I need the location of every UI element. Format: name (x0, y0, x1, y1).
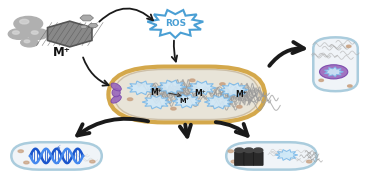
FancyBboxPatch shape (114, 69, 259, 120)
Polygon shape (204, 95, 233, 109)
Polygon shape (80, 15, 93, 21)
FancyBboxPatch shape (313, 37, 358, 91)
FancyBboxPatch shape (244, 152, 254, 166)
Polygon shape (142, 95, 171, 109)
FancyBboxPatch shape (109, 67, 265, 122)
Text: M⁺: M⁺ (180, 98, 190, 104)
Polygon shape (325, 67, 343, 77)
Circle shape (346, 45, 351, 47)
Circle shape (307, 160, 312, 163)
Text: M⁺: M⁺ (150, 88, 162, 97)
Circle shape (220, 83, 225, 85)
Polygon shape (157, 80, 186, 94)
Circle shape (231, 160, 236, 163)
Circle shape (18, 150, 23, 153)
Circle shape (31, 31, 38, 34)
Polygon shape (88, 23, 98, 28)
Circle shape (90, 160, 95, 163)
Circle shape (228, 150, 233, 153)
Text: M⁺: M⁺ (53, 46, 71, 59)
FancyBboxPatch shape (226, 142, 317, 170)
Text: ⚡: ⚡ (56, 143, 61, 152)
Polygon shape (80, 25, 87, 29)
FancyBboxPatch shape (234, 152, 244, 166)
Circle shape (127, 98, 133, 101)
Circle shape (254, 148, 263, 153)
Circle shape (8, 29, 29, 39)
FancyBboxPatch shape (11, 142, 102, 170)
Text: M⁺: M⁺ (235, 90, 247, 99)
Circle shape (24, 161, 29, 164)
Circle shape (24, 40, 30, 43)
Circle shape (20, 19, 29, 24)
FancyBboxPatch shape (253, 152, 263, 166)
Polygon shape (147, 10, 203, 38)
Circle shape (348, 85, 352, 87)
Circle shape (237, 105, 242, 108)
Circle shape (171, 107, 176, 110)
Circle shape (190, 79, 195, 82)
Polygon shape (275, 149, 298, 160)
Circle shape (319, 79, 323, 81)
Circle shape (27, 29, 48, 39)
Circle shape (244, 148, 253, 153)
Ellipse shape (112, 88, 120, 97)
Polygon shape (172, 94, 201, 108)
Circle shape (137, 83, 142, 85)
Polygon shape (187, 81, 216, 95)
Polygon shape (219, 83, 248, 97)
Ellipse shape (111, 83, 121, 91)
Circle shape (12, 31, 19, 34)
Polygon shape (127, 81, 156, 95)
Text: ROS: ROS (165, 19, 186, 28)
Ellipse shape (319, 65, 348, 79)
Circle shape (14, 16, 43, 31)
Text: M⁺: M⁺ (194, 89, 206, 98)
Ellipse shape (111, 95, 121, 103)
Polygon shape (48, 21, 92, 47)
Circle shape (21, 38, 38, 47)
Circle shape (235, 148, 244, 153)
